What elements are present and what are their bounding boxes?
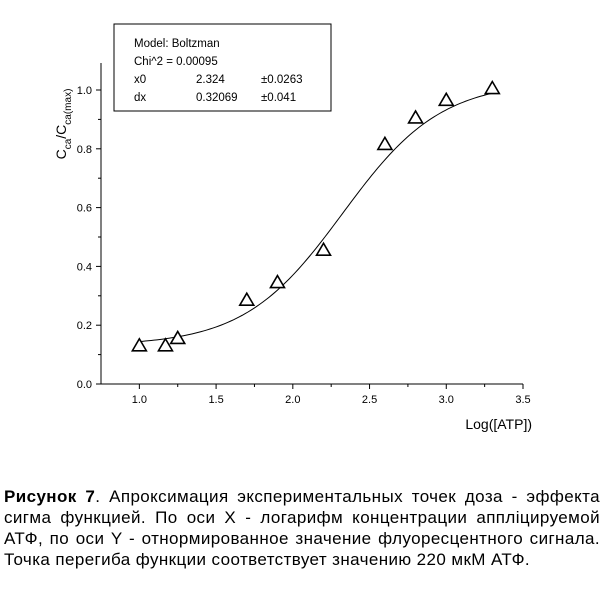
y-ticks: 0.0 0.2 0.4 0.6 0.8 1.0 [77, 85, 101, 391]
data-point-marker [238, 291, 256, 307]
data-point-marker [169, 329, 187, 345]
data-points [130, 79, 501, 352]
data-point-marker [157, 337, 174, 352]
x-tick-label: 2.0 [285, 394, 300, 406]
y-tick-label: 0.4 [77, 261, 92, 273]
fit-curve [139, 92, 493, 343]
x-tick-label: 3.0 [439, 394, 454, 406]
y-tick-label: 1.0 [77, 85, 92, 97]
x-tick-label: 1.5 [208, 394, 223, 406]
chart: 1.0 1.5 2.0 2.5 3.0 3.5 0.0 0.2 0.4 0.6 0.8 1.0 Lo… [53, 23, 532, 432]
legend-x0-error: ±0.0263 [261, 74, 303, 86]
figure-caption: Рисунок 7. Апроксимация экспериментальны… [4, 486, 600, 570]
legend-x0-value: 2.324 [196, 74, 225, 86]
caption-text: . Апроксимация экспериментальных точек д… [4, 487, 600, 569]
x-ticks: 1.0 1.5 2.0 2.5 3.0 3.5 [132, 384, 531, 406]
caption-label: Рисунок 7 [4, 487, 96, 506]
y-tick-label: 0.0 [77, 379, 92, 391]
data-point-marker [407, 109, 424, 124]
x-tick-label: 3.5 [515, 394, 530, 406]
legend-x0-name: x0 [134, 74, 146, 86]
x-tick-label: 2.5 [362, 394, 377, 406]
legend-chi: Chi^2 = 0.00095 [134, 56, 218, 68]
data-point-marker [376, 135, 394, 151]
legend-dx-name: dx [134, 92, 146, 104]
legend-box: Model: Boltzman Chi^2 = 0.00095 x0 2.324… [113, 23, 332, 112]
data-point-marker [315, 241, 332, 257]
axes [100, 63, 523, 385]
data-point-marker [483, 79, 501, 95]
data-point-marker [130, 337, 148, 352]
x-axis-title: Log([ATP]) [465, 416, 532, 432]
data-point-marker [269, 273, 286, 289]
y-tick-label: 0.6 [77, 203, 92, 215]
y-tick-label: 0.8 [77, 144, 92, 156]
x-tick-label: 1.0 [132, 394, 147, 406]
data-point-marker [437, 91, 455, 107]
legend-dx-value: 0.32069 [196, 92, 238, 104]
legend-frame [113, 23, 332, 112]
legend-model: Model: Boltzman [134, 38, 220, 50]
y-tick-label: 0.2 [77, 320, 92, 332]
legend-dx-error: ±0.041 [261, 92, 296, 104]
y-axis-title: Cca/Cca(max) [53, 89, 74, 160]
